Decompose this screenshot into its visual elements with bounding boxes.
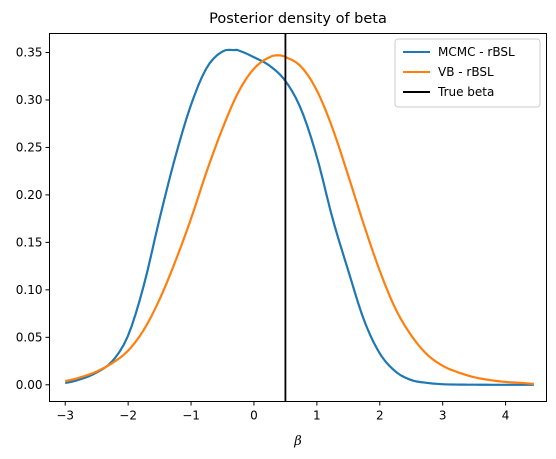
y-tick-label: 0.05 <box>16 330 43 344</box>
x-tick-label: −2 <box>119 409 137 423</box>
y-tick-label: 0.30 <box>16 93 43 107</box>
x-axis-label: β <box>293 434 302 449</box>
legend-label: True beta <box>437 85 494 99</box>
y-tick-label: 0.20 <box>16 188 43 202</box>
x-tick-label: 2 <box>376 409 384 423</box>
x-tick-label: 0 <box>250 409 258 423</box>
legend-box <box>394 38 541 108</box>
x-tick-label: −1 <box>182 409 200 423</box>
chart-title: Posterior density of beta <box>209 11 387 27</box>
plot-area <box>65 33 534 402</box>
y-tick-label: 0.15 <box>16 235 43 249</box>
series-line-mcmc <box>65 48 534 386</box>
y-tick-label: 0.35 <box>16 45 43 59</box>
y-tick-label: 0.25 <box>16 140 43 154</box>
axis-ticks: −3 −2 −1 0 1 2 3 4 0.00 0.05 0.10 0.15 0.20 0.25 0.30 0… <box>16 45 510 422</box>
series-line-vb <box>65 54 534 385</box>
legend-label: MCMC - rBSL <box>438 45 515 59</box>
plot-frame <box>49 33 547 402</box>
x-tick-label: −3 <box>56 409 74 423</box>
y-tick-label: 0.00 <box>16 378 43 392</box>
x-tick-label: 3 <box>439 409 447 423</box>
y-tick-label: 0.10 <box>16 283 43 297</box>
x-tick-label: 4 <box>502 409 510 423</box>
x-tick-label: 1 <box>313 409 321 423</box>
legend-label: VB - rBSL <box>438 65 494 79</box>
legend: MCMC - rBSL VB - rBSL True beta <box>394 38 541 108</box>
